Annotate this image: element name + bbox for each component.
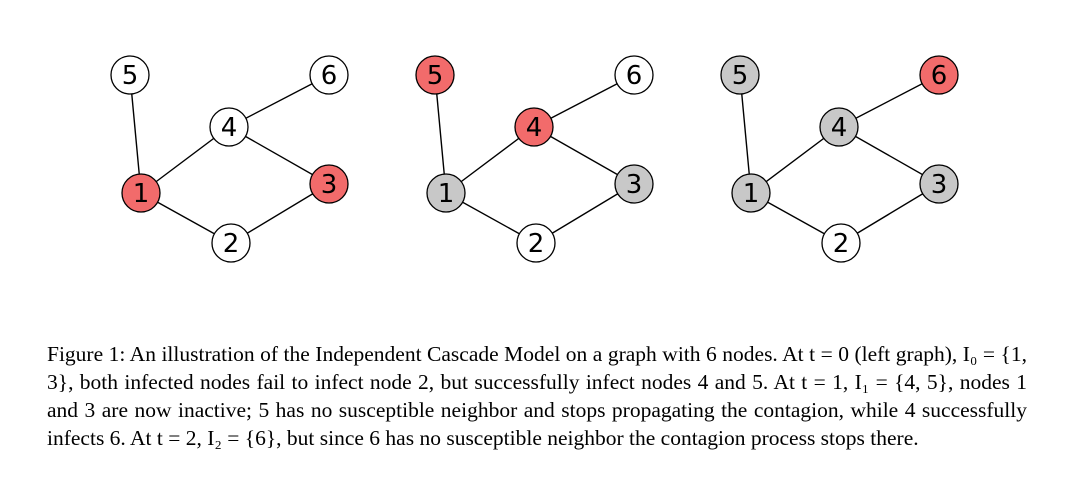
node-label: 6 xyxy=(321,61,338,91)
node-label: 2 xyxy=(528,229,545,259)
node-label: 6 xyxy=(931,61,948,91)
node-1: 1 xyxy=(731,173,771,213)
node-label: 1 xyxy=(133,179,150,209)
node-label: 5 xyxy=(427,61,444,91)
node-label: 2 xyxy=(223,229,240,259)
node-5: 5 xyxy=(415,55,455,95)
graph-panel-t1: 1 2 3 4 5 6 xyxy=(415,55,654,263)
graph-panel-t0: 1 2 3 4 5 6 xyxy=(110,55,349,263)
edge-5-1 xyxy=(129,74,142,194)
node-circle-infected xyxy=(309,164,349,204)
node-circle-inactive xyxy=(819,107,859,147)
node-circle-infected xyxy=(919,55,959,95)
figure-caption: Figure 1: An illustration of the Indepen… xyxy=(47,340,1027,453)
node-circle-susceptible xyxy=(211,223,251,263)
node-label: 1 xyxy=(438,179,455,209)
node-5: 5 xyxy=(110,55,150,95)
node-3: 3 xyxy=(614,164,654,204)
cascade-figure: 1 2 3 4 5 6 1 2 3 4 5 6 1 2 3 4 5 6 xyxy=(110,55,959,263)
node-label: 2 xyxy=(833,229,850,259)
node-3: 3 xyxy=(309,164,349,204)
node-circle-susceptible xyxy=(516,223,556,263)
node-circle-inactive xyxy=(919,164,959,204)
node-5: 5 xyxy=(720,55,760,95)
edge-5-1 xyxy=(434,74,447,194)
node-label: 5 xyxy=(732,61,749,91)
node-label: 3 xyxy=(931,170,948,200)
node-circle-susceptible xyxy=(309,55,349,95)
node-label: 4 xyxy=(526,113,543,143)
node-circle-inactive xyxy=(731,173,771,213)
node-circle-susceptible xyxy=(110,55,150,95)
node-6: 6 xyxy=(309,55,349,95)
node-4: 4 xyxy=(819,107,859,147)
node-3: 3 xyxy=(919,164,959,204)
node-1: 1 xyxy=(426,173,466,213)
node-1: 1 xyxy=(121,173,161,213)
node-circle-infected xyxy=(415,55,455,95)
node-circle-infected xyxy=(121,173,161,213)
node-label: 3 xyxy=(626,170,643,200)
node-4: 4 xyxy=(209,107,249,147)
graph-panel-t2: 1 2 3 4 5 6 xyxy=(720,55,959,263)
node-label: 6 xyxy=(626,61,643,91)
node-circle-susceptible xyxy=(614,55,654,95)
caption-text: Figure 1: An illustration of the Indepen… xyxy=(47,341,1033,451)
node-circle-inactive xyxy=(426,173,466,213)
node-circle-inactive xyxy=(720,55,760,95)
node-circle-susceptible xyxy=(821,223,861,263)
edge-5-1 xyxy=(739,74,752,194)
node-2: 2 xyxy=(211,223,251,263)
node-6: 6 xyxy=(919,55,959,95)
node-circle-susceptible xyxy=(209,107,249,147)
cascade-graphs: 1 2 3 4 5 6 1 2 3 4 5 6 1 2 3 4 5 6 xyxy=(110,55,959,263)
node-6: 6 xyxy=(614,55,654,95)
node-4: 4 xyxy=(514,107,554,147)
node-circle-infected xyxy=(514,107,554,147)
node-label: 4 xyxy=(831,113,848,143)
node-circle-inactive xyxy=(614,164,654,204)
node-label: 5 xyxy=(122,61,139,91)
node-label: 4 xyxy=(221,113,238,143)
node-2: 2 xyxy=(516,223,556,263)
node-label: 1 xyxy=(743,179,760,209)
node-label: 3 xyxy=(321,170,338,200)
node-2: 2 xyxy=(821,223,861,263)
